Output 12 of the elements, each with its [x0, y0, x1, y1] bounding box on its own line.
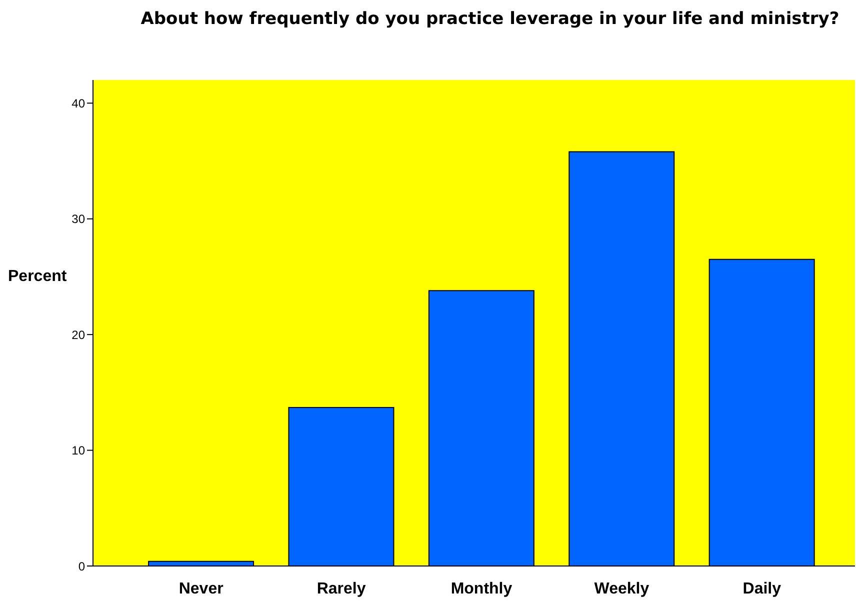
x-tick-label: Monthly — [450, 580, 512, 598]
x-tick-label: Daily — [742, 580, 782, 598]
y-axis-title: Percent — [8, 268, 67, 286]
chart-title: About how frequently do you practice leverage in your life and ministry? — [140, 8, 840, 30]
y-tick-label: 30 — [72, 212, 86, 226]
y-tick-label: 0 — [78, 559, 86, 574]
x-tick-label: Weekly — [594, 580, 650, 598]
x-tick-label: Rarely — [316, 580, 366, 598]
y-tick-label: 40 — [72, 96, 86, 110]
y-tick-label: 20 — [72, 328, 86, 342]
x-tick-label: Never — [178, 580, 224, 598]
y-tick-label: 10 — [72, 444, 86, 458]
